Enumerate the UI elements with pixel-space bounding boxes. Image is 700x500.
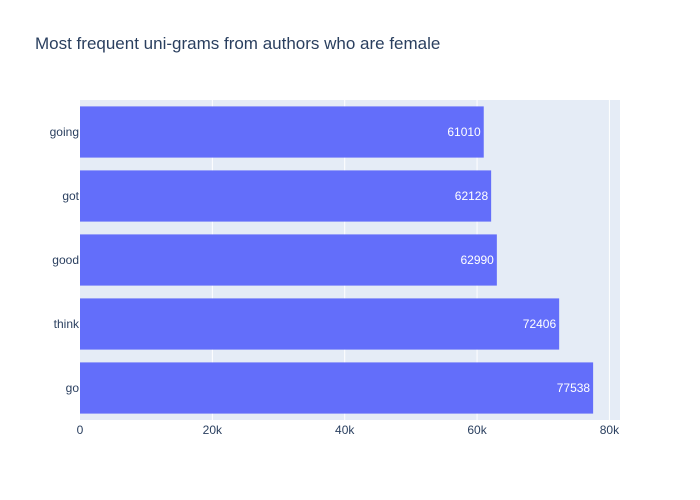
y-axis-ticks: going got good think go xyxy=(50,125,80,395)
bar-value-label: 72406 xyxy=(523,317,557,331)
y-tick-label: go xyxy=(66,381,80,395)
y-tick-label: going xyxy=(50,125,79,139)
bar-value-label: 61010 xyxy=(447,125,481,139)
bar-value-label: 77538 xyxy=(557,381,591,395)
x-axis-ticks: 0 20k 40k 60k 80k xyxy=(77,423,620,437)
bar-go xyxy=(80,362,594,414)
x-tick-label: 80k xyxy=(600,423,620,437)
x-tick-label: 40k xyxy=(335,423,355,437)
bar-going xyxy=(80,106,484,158)
bars: 61010 62128 62990 72406 77538 xyxy=(80,106,594,414)
y-tick-label: good xyxy=(52,253,79,267)
x-tick-label: 60k xyxy=(467,423,487,437)
bar-value-label: 62990 xyxy=(460,253,494,267)
y-tick-label: think xyxy=(54,317,80,331)
y-tick-label: got xyxy=(62,189,79,203)
x-tick-label: 0 xyxy=(77,423,84,437)
chart-title: Most frequent uni-grams from authors who… xyxy=(35,34,441,53)
bar-think xyxy=(80,298,560,350)
bar-got xyxy=(80,170,492,222)
x-tick-label: 20k xyxy=(203,423,223,437)
bar-value-label: 62128 xyxy=(455,189,489,203)
bar-good xyxy=(80,234,497,286)
